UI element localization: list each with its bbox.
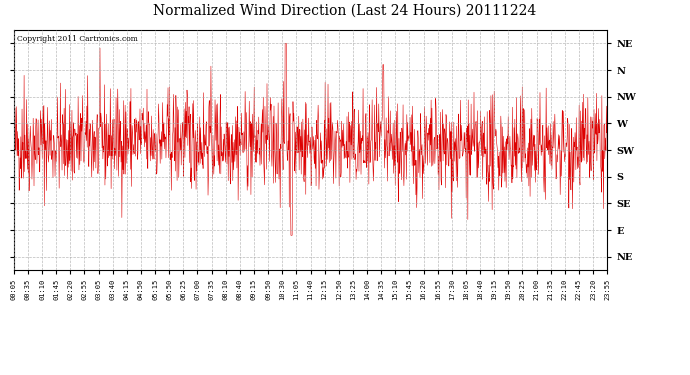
Text: Normalized Wind Direction (Last 24 Hours) 20111224: Normalized Wind Direction (Last 24 Hours… [153, 4, 537, 18]
Text: Copyright 2011 Cartronics.com: Copyright 2011 Cartronics.com [17, 35, 137, 43]
